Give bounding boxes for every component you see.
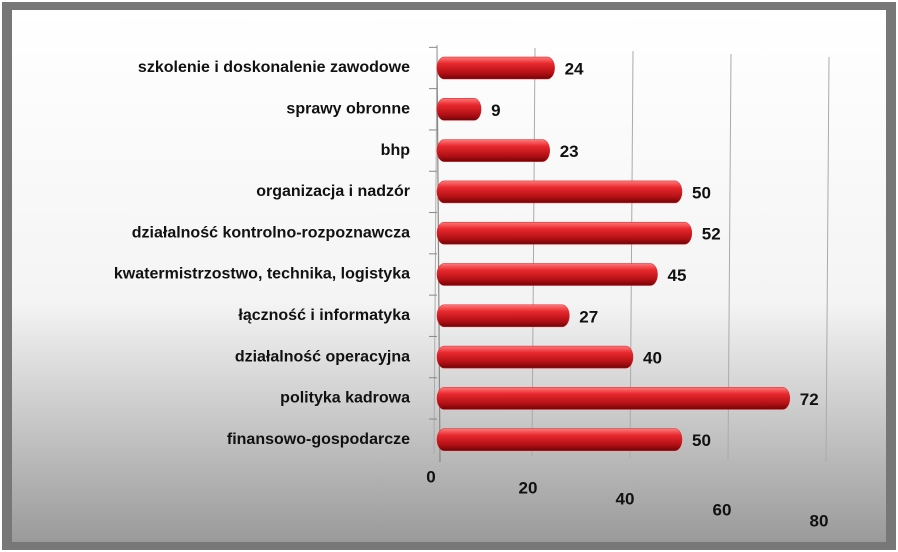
- x-tick-label: 20: [519, 478, 538, 497]
- x-tick-label: 60: [713, 500, 732, 519]
- bar: [436, 139, 550, 162]
- data-label: 27: [579, 307, 598, 326]
- data-label: 45: [668, 266, 687, 285]
- category-label: polityka kadrowa: [280, 390, 410, 407]
- category-label: bhp: [381, 142, 411, 159]
- bar: [436, 180, 683, 204]
- data-label: 52: [702, 225, 721, 244]
- bar: [436, 221, 693, 245]
- category-label: szkolenie i doskonalenie zawodowe: [138, 59, 410, 76]
- category-label: organizacja i nadzór: [256, 183, 410, 200]
- bar: [436, 263, 658, 286]
- category-label: finansowo-gospodarcze: [227, 431, 410, 448]
- x-tick-label: 0: [426, 467, 435, 486]
- bar: [436, 56, 555, 80]
- bar: [436, 304, 570, 328]
- data-label: 24: [565, 59, 584, 78]
- x-tick-label: 40: [616, 489, 635, 508]
- bar: [436, 387, 791, 410]
- data-label: 9: [491, 101, 500, 120]
- category-label: sprawy obronne: [286, 101, 410, 118]
- x-tick-label: 80: [810, 511, 829, 530]
- data-label: 50: [692, 183, 711, 202]
- data-label: 72: [800, 390, 819, 409]
- category-label: kwatermistrzostwo, technika, logistyka: [114, 266, 410, 283]
- grid-line: [825, 56, 830, 463]
- data-label: 23: [560, 142, 579, 161]
- data-label: 40: [643, 349, 662, 368]
- bar: [436, 428, 683, 451]
- category-label: łączność i informatyka: [238, 307, 410, 324]
- category-label: działalność kontrolno-rozpoznawcza: [132, 224, 410, 241]
- category-label: działalność operacyjna: [235, 348, 410, 365]
- bar: [436, 98, 482, 121]
- data-label: 50: [692, 431, 711, 450]
- grid-line: [433, 44, 438, 455]
- bar: [436, 345, 634, 369]
